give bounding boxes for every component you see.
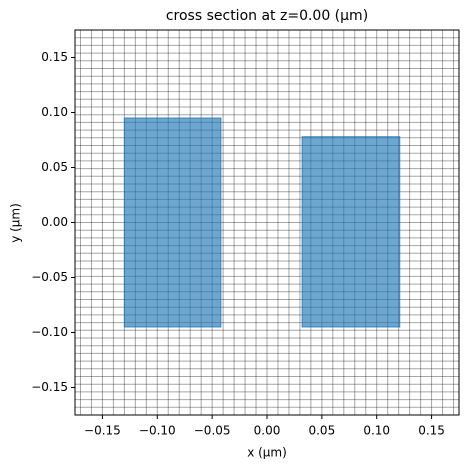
x-axis-label: x (µm) — [247, 446, 287, 460]
x-tick-label: 0.05 — [308, 424, 335, 438]
y-tick-label: 0.05 — [41, 160, 68, 174]
y-tick-label: 0.00 — [41, 215, 68, 229]
y-axis-label: y (µm) — [9, 203, 23, 243]
x-tick-label: −0.10 — [139, 424, 176, 438]
structure — [123, 117, 222, 328]
x-tick-label: −0.15 — [84, 424, 121, 438]
x-tick-label: 0.00 — [254, 424, 281, 438]
y-tick-label: −0.10 — [31, 325, 68, 339]
chart-title: cross section at z=0.00 (µm) — [166, 8, 368, 24]
structure — [301, 136, 401, 328]
x-tick-label: −0.05 — [194, 424, 231, 438]
x-tick-label: 0.10 — [363, 424, 390, 438]
y-tick-label: 0.15 — [41, 50, 68, 64]
y-tick-label: −0.15 — [31, 380, 68, 394]
y-tick-label: 0.10 — [41, 105, 68, 119]
y-tick-label: −0.05 — [31, 270, 68, 284]
x-tick-label: 0.15 — [418, 424, 445, 438]
